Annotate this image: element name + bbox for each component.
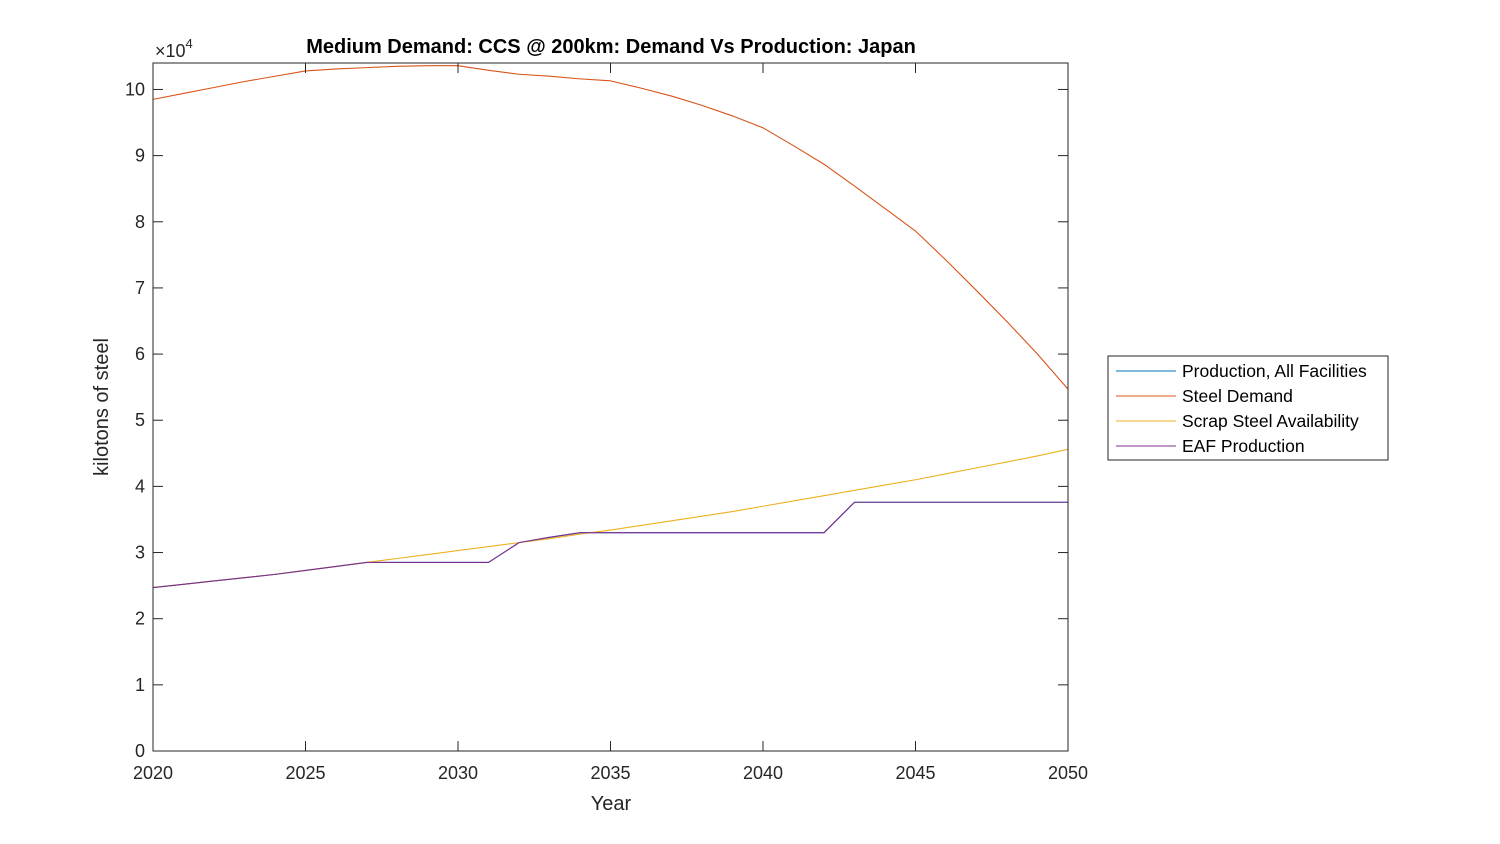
plot-area: 2020 2025 2030 2035 2040 2045 2050 0 1 2 3 4 5 6 7 8 9 10 xyxy=(125,62,1088,783)
x-tick-label: 2050 xyxy=(1048,763,1088,783)
legend-label-0: Production, All Facilities xyxy=(1182,361,1367,381)
y-tick-label: 9 xyxy=(135,146,145,166)
y-tick-label: 2 xyxy=(135,609,145,629)
y-tick-label: 0 xyxy=(135,741,145,761)
legend-label-3: EAF Production xyxy=(1182,436,1305,456)
x-tick-label: 2035 xyxy=(590,763,630,783)
legend-label-1: Steel Demand xyxy=(1182,386,1293,406)
series-line-3 xyxy=(153,501,1068,589)
plot-background xyxy=(153,63,1068,751)
x-tick-label: 2020 xyxy=(133,763,173,783)
y-tick-label: 3 xyxy=(135,543,145,563)
y-tick-label: 6 xyxy=(135,344,145,364)
y-tick-label: 5 xyxy=(135,410,145,430)
y-exponent-power: 4 xyxy=(186,36,193,51)
x-tick-label: 2045 xyxy=(895,763,935,783)
x-tick-label: 2030 xyxy=(438,763,478,783)
y-exponent-label: ×104 xyxy=(155,36,193,61)
legend: Production, All Facilities Steel Demand Sc… xyxy=(1107,355,1389,461)
x-axis-label: Year xyxy=(591,793,632,815)
legend-box xyxy=(1107,355,1389,461)
y-tick-label: 4 xyxy=(135,476,145,496)
y-exponent-base: ×10 xyxy=(155,41,186,61)
x-tick-label: 2040 xyxy=(743,763,783,783)
x-tick-label: 2025 xyxy=(285,763,325,783)
y-axis-label: kilotons of steel xyxy=(91,338,113,476)
chart-title: Medium Demand: CCS @ 200km: Demand Vs Pr… xyxy=(306,36,916,58)
y-tick-label: 8 xyxy=(135,212,145,232)
y-tick-label: 7 xyxy=(135,278,145,298)
y-tick-label: 1 xyxy=(135,675,145,695)
legend-label-2: Scrap Steel Availability xyxy=(1182,411,1359,431)
y-tick-label: 10 xyxy=(125,79,145,99)
